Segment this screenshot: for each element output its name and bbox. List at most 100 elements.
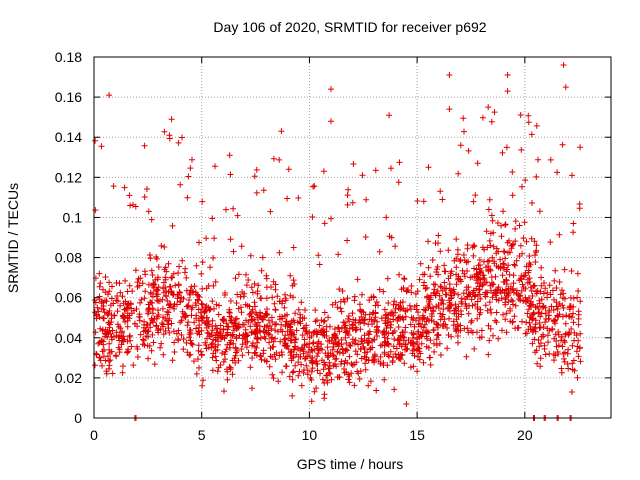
data-point [279, 351, 286, 358]
data-point [562, 331, 569, 338]
data-point [329, 352, 336, 358]
data-point [526, 319, 533, 326]
data-point [216, 329, 223, 335]
data-point [384, 275, 391, 282]
data-point [380, 359, 387, 366]
data-point [549, 326, 556, 333]
data-point [381, 306, 388, 313]
data-point [546, 350, 553, 357]
data-point [247, 310, 254, 317]
data-point [361, 353, 368, 360]
data-point [207, 264, 214, 271]
data-point [354, 276, 361, 283]
data-point [93, 351, 100, 358]
data-point [300, 350, 307, 357]
data-point [224, 376, 231, 383]
data-point [254, 336, 261, 343]
data-point [98, 143, 105, 150]
data-point [199, 382, 206, 389]
data-point [258, 267, 265, 274]
data-point [485, 322, 492, 329]
data-point [385, 352, 392, 358]
x-tick-label: 20 [517, 427, 533, 443]
data-point [252, 303, 258, 310]
data-point [117, 325, 124, 332]
data-point [198, 351, 205, 358]
y-tick-label: 0.08 [55, 250, 82, 266]
data-point [148, 267, 155, 274]
data-point [271, 300, 278, 307]
data-point [500, 208, 507, 215]
data-point [570, 303, 577, 310]
data-point [178, 294, 185, 301]
data-point [321, 359, 327, 366]
data-point [175, 270, 182, 276]
y-tick-label: 0.16 [55, 89, 82, 105]
data-point [547, 291, 554, 298]
data-point [293, 327, 300, 334]
data-point [408, 306, 414, 313]
data-point [529, 329, 536, 335]
data-point [129, 288, 136, 295]
data-point [569, 172, 575, 179]
data-point [279, 369, 286, 376]
data-point [471, 243, 478, 250]
data-point [489, 294, 496, 301]
data-point [560, 295, 566, 301]
data-point [352, 327, 359, 334]
data-point [512, 225, 519, 232]
data-point [230, 248, 237, 255]
data-point [106, 340, 113, 347]
data-point [502, 221, 509, 228]
data-point [235, 357, 242, 364]
data-point [562, 320, 569, 327]
data-point [538, 274, 545, 281]
data-point [306, 340, 313, 347]
data-point [439, 297, 446, 304]
data-point [186, 297, 192, 303]
data-point [556, 311, 563, 318]
data-point [450, 318, 457, 325]
data-point [230, 205, 237, 212]
x-tick-label: 5 [198, 427, 206, 443]
data-point [359, 291, 365, 298]
data-point [272, 327, 279, 334]
data-point [435, 240, 441, 247]
data-point [184, 194, 191, 201]
data-point [397, 299, 404, 306]
data-point [288, 355, 295, 362]
data-point [535, 306, 542, 312]
data-point [212, 353, 219, 360]
data-point [123, 306, 130, 312]
data-point [155, 307, 161, 314]
data-point [107, 302, 114, 309]
data-point [295, 306, 302, 313]
data-point [369, 321, 375, 328]
data-point [366, 297, 373, 304]
data-point [183, 303, 190, 310]
data-point [574, 374, 581, 381]
data-point [560, 62, 567, 68]
data-point [226, 306, 233, 313]
data-point [92, 137, 99, 144]
data-point [488, 212, 495, 219]
data-point [402, 324, 409, 331]
data-point [282, 323, 289, 330]
data-point [486, 257, 493, 264]
data-point [445, 275, 452, 282]
data-point [261, 329, 268, 336]
data-point [245, 349, 252, 356]
data-point [398, 343, 405, 350]
data-point [159, 305, 166, 312]
data-point [415, 309, 421, 316]
data-point [267, 353, 274, 360]
data-point [416, 276, 423, 283]
data-point [337, 305, 344, 312]
data-point [409, 340, 416, 347]
data-point [371, 351, 378, 358]
data-point [93, 311, 100, 318]
data-point [505, 262, 512, 269]
data-point [211, 235, 218, 242]
data-point [397, 315, 404, 322]
